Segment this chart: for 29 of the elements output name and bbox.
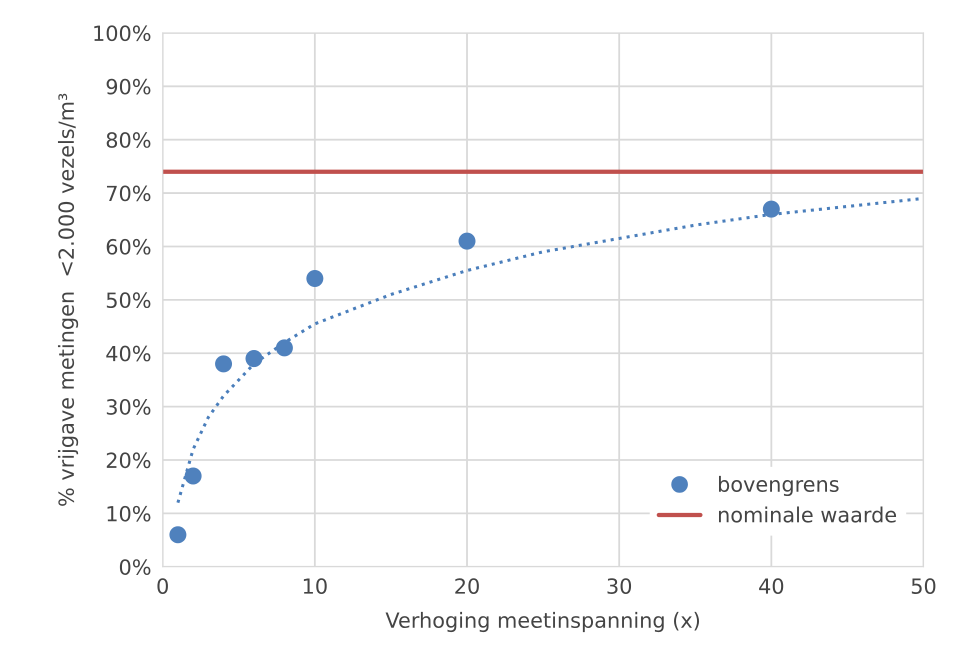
point <box>458 232 476 250</box>
y-tick-label: 50% <box>106 292 150 308</box>
x-tick-label: 40 <box>759 578 784 594</box>
point <box>276 339 293 356</box>
point <box>184 467 202 484</box>
x-tick-label: 0 <box>157 578 168 594</box>
legend-label: bovengrens <box>718 476 839 496</box>
y-axis-title: % vrijgave metingen <2.000 vezels/m³ <box>58 94 78 506</box>
y-tick-label: 20% <box>106 452 150 468</box>
point <box>762 200 780 218</box>
y-tick-label: 100% <box>94 25 150 42</box>
y-tick-label: 80% <box>106 132 150 148</box>
point <box>245 350 262 368</box>
x-tick-label: 30 <box>608 578 632 594</box>
x-tick-label: 20 <box>455 578 479 594</box>
y-tick-label: 0% <box>120 559 150 575</box>
y-tick-label: 60% <box>106 238 150 255</box>
y-tick-label: 90% <box>106 78 150 95</box>
y-tick-label: 30% <box>106 399 150 415</box>
legend-label: nominale waarde <box>718 506 896 523</box>
point <box>169 526 186 544</box>
y-tick-label: 40% <box>106 346 150 362</box>
x-axis-title: Verhoging meetinspanning (x) <box>386 612 700 632</box>
point <box>306 270 324 287</box>
y-tick-label: 70% <box>106 186 150 202</box>
x-tick-label: 50 <box>912 578 936 594</box>
y-tick-label: 10% <box>108 506 150 522</box>
x-tick-label: 10 <box>304 578 327 594</box>
point <box>215 355 232 372</box>
